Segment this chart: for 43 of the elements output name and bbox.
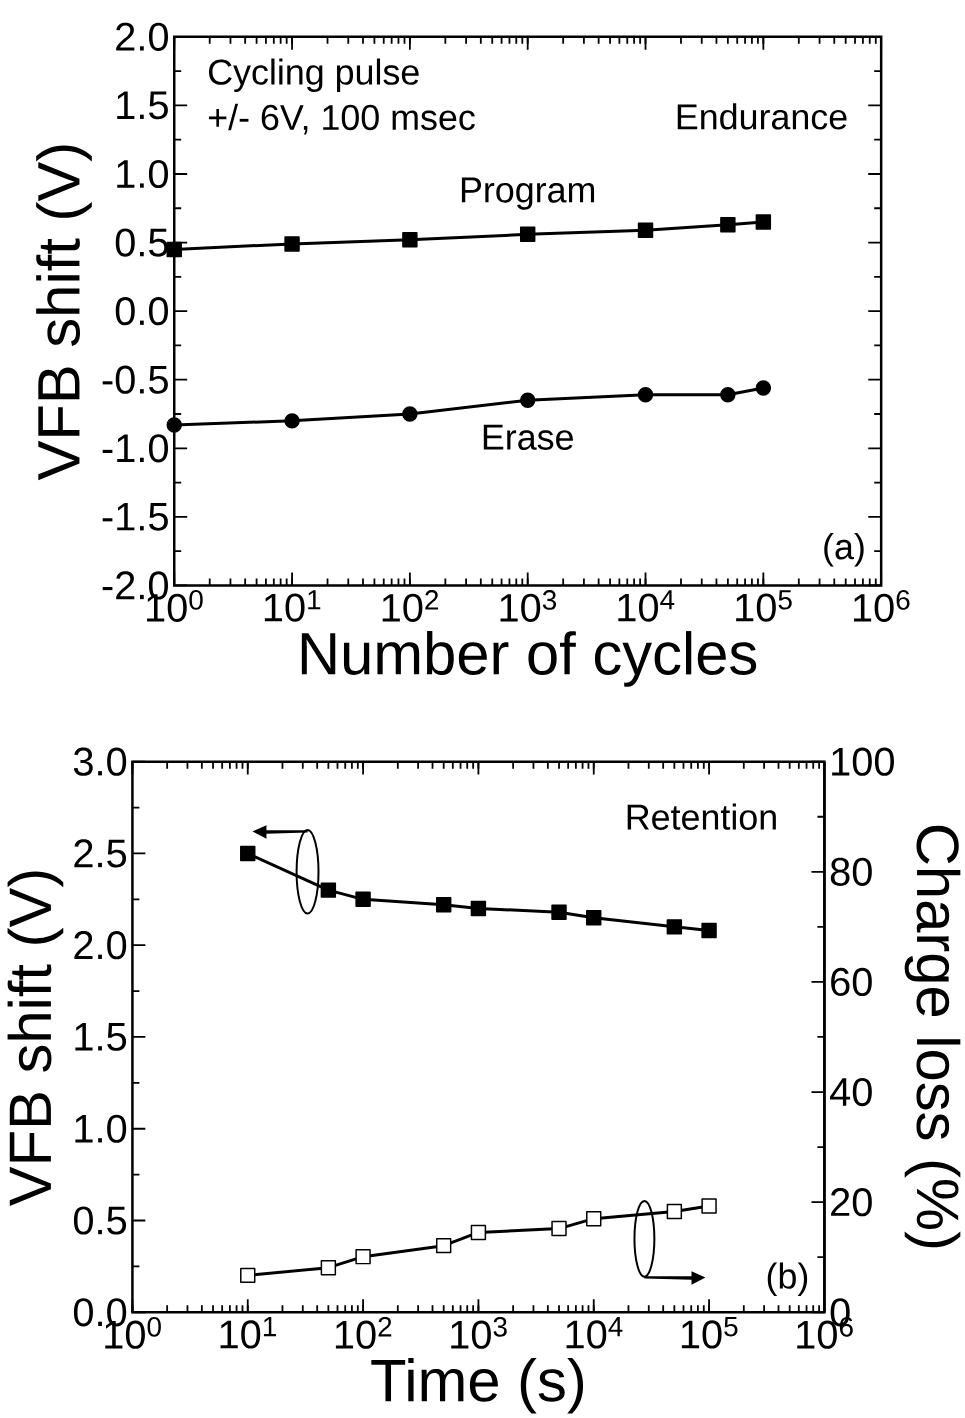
y-tick-label: 3.0 [74, 747, 127, 776]
y-axis-title: VFB shift (V) [7, 871, 64, 1206]
y-tick-label: 1.5 [117, 91, 168, 120]
y-tick-label: 0.0 [115, 297, 169, 326]
x-tick-label: 10$^{5}$ [681, 1316, 738, 1349]
x-tick-label: 10$^{3}$ [451, 1316, 507, 1349]
y-tick-label: -0.5 [102, 365, 168, 394]
x-axis-title: Number of cycles [301, 631, 757, 687]
x-tick-label: 10$^{3}$ [500, 590, 557, 622]
y2-tick-label: 20 [831, 1188, 872, 1217]
y2-tick-label: 100 [832, 747, 895, 776]
x-tick-label: 10$^{5}$ [736, 590, 792, 622]
y-tick-label: 1.5 [75, 1023, 127, 1051]
x-axis-title: Time (s) [371, 1357, 584, 1414]
annotation: Endurance [677, 103, 847, 130]
y-tick-label: 2.5 [74, 839, 127, 868]
series-label: Program [462, 177, 595, 210]
y2-tick-label: 80 [830, 857, 872, 886]
x-tick-label: 10$^{1}$ [220, 1316, 277, 1349]
annotation: (b) [767, 1262, 808, 1296]
y-tick-label: -1.0 [102, 434, 169, 463]
y-tick-label: 0.5 [74, 1206, 127, 1235]
x-tick-label: 10$^{6}$ [854, 590, 910, 622]
y-tick-label: 1.0 [75, 1114, 127, 1143]
y2-axis-title: Charge loss (%) [904, 825, 961, 1248]
x-tick-label: 10$^{2}$ [382, 590, 439, 622]
x-tick-label: 10$^{4}$ [566, 1316, 623, 1349]
x-tick-label: 10$^{4}$ [618, 590, 675, 622]
y-tick-label: 0.5 [115, 228, 168, 257]
annotation: Cycling pulse [209, 58, 419, 92]
y2-tick-label: 40 [830, 1077, 872, 1107]
y-tick-label: 1.0 [117, 159, 169, 189]
y-tick-label: 2.0 [116, 22, 169, 51]
annotation: Retention [627, 803, 776, 830]
y2-tick-label: 60 [831, 967, 872, 997]
y-tick-label: 2.0 [74, 931, 127, 960]
y-axis-title: VFB shift (V) [36, 145, 92, 481]
x-tick-label: 10$^{2}$ [336, 1316, 392, 1349]
annotation: +/- 6V, 100 msec [209, 103, 475, 135]
y-tick-label: -1.5 [102, 502, 168, 531]
series-label: Erase [483, 424, 574, 450]
annotation: (a) [824, 533, 864, 567]
x-tick-label: 10$^{1}$ [264, 590, 321, 622]
